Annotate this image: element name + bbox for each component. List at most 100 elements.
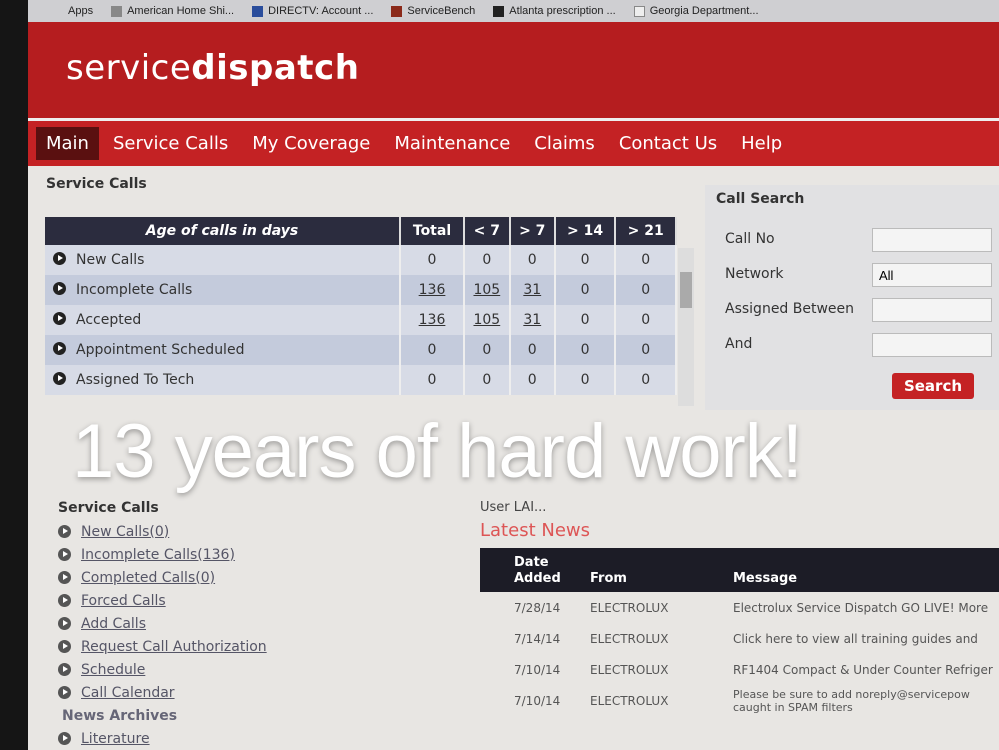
arrow-circle-icon xyxy=(58,686,71,699)
and-input[interactable] xyxy=(872,333,992,357)
link-completed-calls[interactable]: Completed Calls(0) xyxy=(81,569,216,586)
nav-claims[interactable]: Claims xyxy=(534,133,595,154)
arrow-circle-icon xyxy=(58,617,71,630)
row-label: New Calls xyxy=(76,252,145,268)
news-from: ELECTROLUX xyxy=(590,631,669,646)
cell-link[interactable]: 136 xyxy=(400,305,466,335)
latest-news-title: Latest News xyxy=(480,520,590,541)
bookmark[interactable]: DIRECTV: Account ... xyxy=(252,5,373,17)
bookmark[interactable]: Apps xyxy=(68,5,93,17)
cell-link[interactable]: 136 xyxy=(400,275,466,305)
nav-my-coverage[interactable]: My Coverage xyxy=(252,133,371,154)
row-label: Appointment Scheduled xyxy=(76,342,245,358)
service-call-links: New Calls(0) Incomplete Calls(136) Compl… xyxy=(58,520,267,750)
news-message[interactable]: RF1404 Compact & Under Counter Refriger xyxy=(733,662,993,677)
link-add-calls[interactable]: Add Calls xyxy=(81,615,146,632)
cell: 0 xyxy=(615,365,677,395)
call-no-input[interactable] xyxy=(872,228,992,252)
news-message[interactable]: Electrolux Service Dispatch GO LIVE! Mor… xyxy=(733,600,989,615)
monitor-bezel xyxy=(0,0,28,750)
call-search-title: Call Search xyxy=(716,191,805,207)
bookmarks-bar: Apps American Home Shi... DIRECTV: Accou… xyxy=(28,0,999,22)
arrow-circle-icon xyxy=(53,252,66,265)
cell: 0 xyxy=(509,365,556,395)
cell: 0 xyxy=(554,275,617,305)
network-select[interactable] xyxy=(872,263,992,287)
news-message[interactable]: Click here to view all training guides a… xyxy=(733,631,978,646)
link-forced-calls[interactable]: Forced Calls xyxy=(81,592,166,609)
scrollbar-thumb[interactable] xyxy=(680,272,692,308)
cell-link[interactable]: 105 xyxy=(464,275,511,305)
cell: 0 xyxy=(464,245,511,275)
cell: 0 xyxy=(554,305,617,335)
table-row: Incomplete Calls 136 105 31 0 0 xyxy=(45,275,677,305)
news-date: 7/28/14 xyxy=(514,600,561,615)
col-header: Age of calls in days xyxy=(45,217,401,245)
table-row: 7/28/14 ELECTROLUX Electrolux Service Disp… xyxy=(480,592,999,623)
table-row: 7/10/14 ELECTROLUX Please be sure to add n… xyxy=(480,685,999,716)
side-title: Service Calls xyxy=(58,500,159,516)
link-literature[interactable]: Literature xyxy=(81,730,150,747)
news-date: 7/10/14 xyxy=(514,662,561,677)
cell: 0 xyxy=(400,245,466,275)
news-archives-title: News Archives xyxy=(62,707,178,724)
col-header: < 7 xyxy=(464,217,511,245)
search-button[interactable]: Search xyxy=(892,373,974,399)
nav-contact-us[interactable]: Contact Us xyxy=(618,133,718,154)
row-label: Accepted xyxy=(76,312,142,328)
link-new-calls[interactable]: New Calls(0) xyxy=(81,523,170,540)
cell: 0 xyxy=(554,335,617,365)
news-from: ELECTROLUX xyxy=(590,600,669,615)
link-request-authorization[interactable]: Request Call Authorization xyxy=(81,638,267,655)
logo[interactable]: servicedispatch xyxy=(66,48,359,88)
link-incomplete-calls[interactable]: Incomplete Calls(136) xyxy=(81,546,235,563)
bookmark-label: ServiceBench xyxy=(407,5,476,17)
bookmark[interactable]: Atlanta prescription ... xyxy=(493,5,616,17)
table-row: Accepted 136 105 31 0 0 xyxy=(45,305,677,335)
bookmark-label: Georgia Department... xyxy=(649,5,759,17)
logo-light: service xyxy=(66,48,192,88)
col-header: > 14 xyxy=(554,217,617,245)
link-call-calendar[interactable]: Call Calendar xyxy=(81,684,175,701)
cell: 0 xyxy=(615,275,677,305)
cell-link[interactable]: 31 xyxy=(509,305,556,335)
bookmark[interactable]: Georgia Department... xyxy=(633,5,759,17)
nav-service-calls[interactable]: Service Calls xyxy=(112,133,229,154)
nav-help[interactable]: Help xyxy=(741,133,783,154)
cell: 0 xyxy=(464,365,511,395)
nav-main[interactable]: Main xyxy=(36,127,99,160)
news-from: ELECTROLUX xyxy=(590,662,669,677)
cell-link[interactable]: 105 xyxy=(464,305,511,335)
and-label: And xyxy=(725,336,753,352)
col-header: From xyxy=(590,548,733,592)
logo-bold: dispatch xyxy=(191,48,360,88)
table-scrollbar[interactable] xyxy=(678,248,694,406)
site-header: servicedispatch xyxy=(28,22,999,118)
arrow-circle-icon xyxy=(53,342,66,355)
col-header: Total xyxy=(400,217,466,245)
col-header: Message xyxy=(733,548,999,592)
cell: 0 xyxy=(509,335,556,365)
calls-age-table: Age of calls in days Total < 7 > 7 > 14 … xyxy=(45,217,677,395)
assigned-between-input[interactable] xyxy=(872,298,992,322)
bookmark[interactable]: ServiceBench xyxy=(391,5,475,17)
cell: 0 xyxy=(615,305,677,335)
link-schedule[interactable]: Schedule xyxy=(81,661,146,678)
cell-link[interactable]: 31 xyxy=(509,275,556,305)
arrow-circle-icon xyxy=(58,663,71,676)
col-header: Date Added xyxy=(480,548,590,592)
cell: 0 xyxy=(554,365,617,395)
bookmark[interactable]: American Home Shi... xyxy=(111,5,234,17)
arrow-circle-icon xyxy=(53,282,66,295)
nav-maintenance[interactable]: Maintenance xyxy=(394,133,511,154)
cell: 0 xyxy=(509,245,556,275)
news-date: 7/14/14 xyxy=(514,631,561,646)
bookmark-label: Apps xyxy=(68,5,94,17)
cell: 0 xyxy=(464,335,511,365)
cell: 0 xyxy=(400,335,466,365)
news-table: Date Added From Message 7/28/14 ELECTROLUX E… xyxy=(480,548,999,716)
arrow-circle-icon xyxy=(58,525,71,538)
news-message[interactable]: Please be sure to add noreply@servicepow… xyxy=(733,687,970,714)
cell: 0 xyxy=(615,335,677,365)
